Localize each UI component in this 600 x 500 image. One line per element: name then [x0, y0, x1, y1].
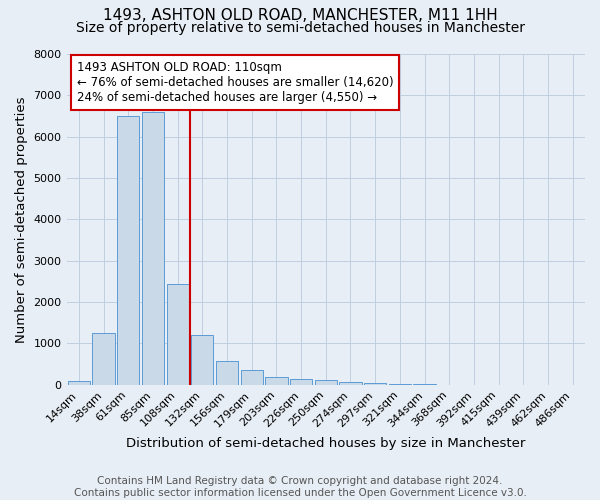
Bar: [167, 284, 189, 385]
Text: Size of property relative to semi-detached houses in Manchester: Size of property relative to semi-detach…: [76, 21, 524, 35]
Bar: [241, 370, 263, 385]
Text: 1493, ASHTON OLD ROAD, MANCHESTER, M11 1HH: 1493, ASHTON OLD ROAD, MANCHESTER, M11 1…: [103, 8, 497, 22]
Bar: [265, 376, 287, 385]
Text: 1493 ASHTON OLD ROAD: 110sqm
← 76% of semi-detached houses are smaller (14,620)
: 1493 ASHTON OLD ROAD: 110sqm ← 76% of se…: [77, 60, 394, 104]
Bar: [216, 362, 238, 385]
Bar: [290, 380, 312, 385]
Y-axis label: Number of semi-detached properties: Number of semi-detached properties: [15, 96, 28, 342]
Text: Contains HM Land Registry data © Crown copyright and database right 2024.
Contai: Contains HM Land Registry data © Crown c…: [74, 476, 526, 498]
Bar: [92, 333, 115, 385]
Bar: [389, 384, 411, 385]
X-axis label: Distribution of semi-detached houses by size in Manchester: Distribution of semi-detached houses by …: [126, 437, 526, 450]
Bar: [117, 116, 139, 385]
Bar: [142, 112, 164, 385]
Bar: [68, 380, 90, 385]
Bar: [340, 382, 362, 385]
Bar: [364, 383, 386, 385]
Bar: [191, 335, 214, 385]
Bar: [314, 380, 337, 385]
